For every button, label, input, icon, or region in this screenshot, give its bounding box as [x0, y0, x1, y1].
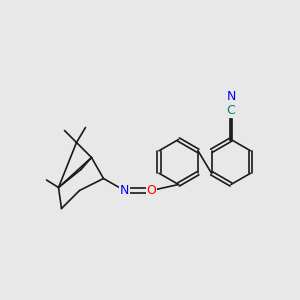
Text: C: C: [226, 104, 236, 117]
Text: O: O: [147, 184, 156, 197]
Text: N: N: [120, 184, 129, 197]
Text: N: N: [226, 90, 236, 103]
